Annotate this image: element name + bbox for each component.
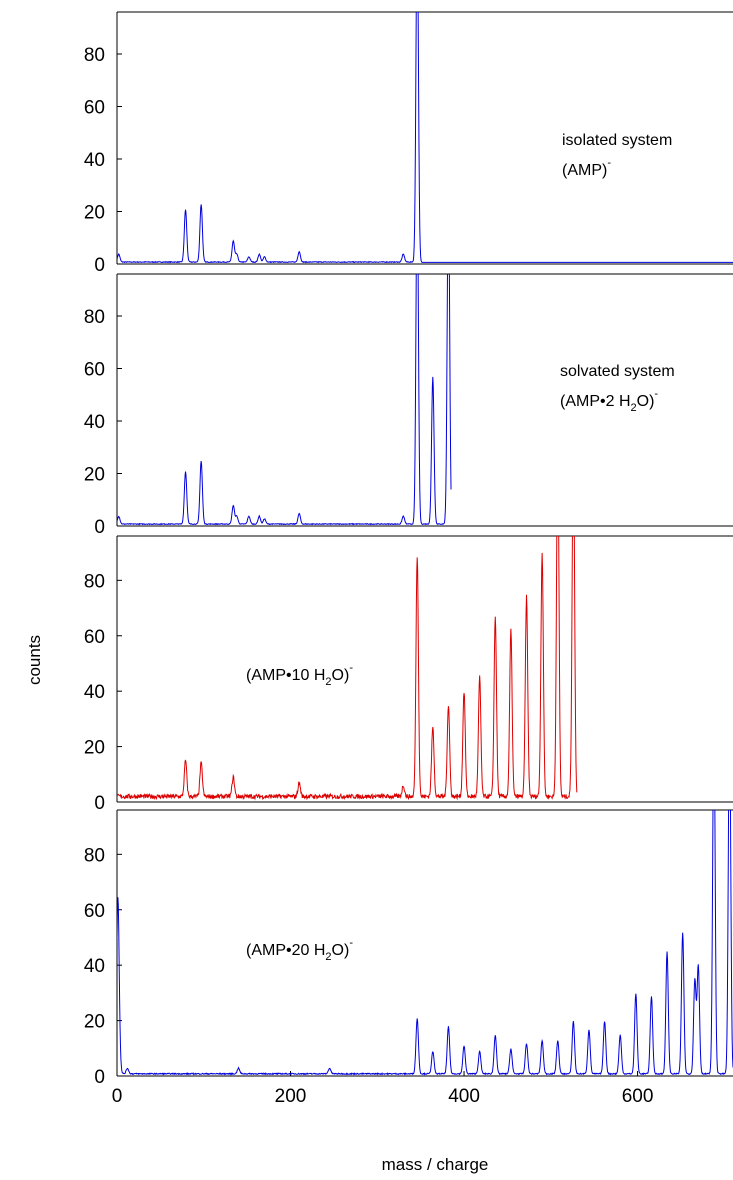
y-tick-label: 0 [94, 793, 105, 814]
spectrum-line-solvated [117, 274, 452, 526]
panel-solvated: 0 20 40 60 80 solvated system (AMP•2 H2O)- [84, 273, 733, 538]
y-tick-label: 20 [84, 1012, 105, 1033]
y-tick-label: 40 [84, 956, 105, 977]
y-tick-label: 0 [94, 1067, 105, 1088]
x-tick-label: 600 [622, 1086, 654, 1107]
y-tick-label: 60 [84, 627, 105, 648]
y-axis-label: counts [25, 635, 44, 685]
x-axis-label: mass / charge [382, 1155, 489, 1174]
annotation-formula: (AMP•20 H2O)- [246, 937, 353, 963]
y-tick-label: 80 [84, 571, 105, 592]
panel-10water: 0 20 40 60 80 (AMP•10 H2O)- [84, 535, 733, 814]
annotation-title: isolated system [562, 132, 672, 149]
y-tick-label: 40 [84, 412, 105, 433]
y-tick-label: 60 [84, 360, 105, 381]
annotation-formula: (AMP•2 H2O)- [560, 388, 658, 414]
panel-20water: 0 20 40 60 80 0 200 400 600 (AMP•20 H2O)- [84, 809, 733, 1107]
y-tick-label: 40 [84, 682, 105, 703]
spectrum-line-20water [117, 810, 733, 1076]
spectrum-line-10water [117, 536, 578, 801]
y-tick-label: 80 [84, 307, 105, 328]
y-tick-label: 0 [94, 517, 105, 538]
panel-isolated: 0 20 40 60 80 isolated system (AMP)- [84, 11, 733, 276]
y-tick-label: 20 [84, 738, 105, 759]
y-tick-label: 80 [84, 845, 105, 866]
annotation-title: solvated system [560, 363, 675, 380]
x-tick-label: 0 [112, 1086, 123, 1107]
x-tick-label: 400 [448, 1086, 480, 1107]
annotation-formula: (AMP•10 H2O)- [246, 662, 353, 688]
annotation-formula: (AMP)- [562, 157, 611, 179]
y-tick-label: 60 [84, 901, 105, 922]
x-tick-label: 200 [275, 1086, 307, 1107]
y-tick-label: 20 [84, 203, 105, 224]
y-tick-label: 60 [84, 98, 105, 119]
y-tick-label: 80 [84, 45, 105, 66]
spectrum-line-isolated [117, 12, 733, 264]
y-tick-label: 20 [84, 465, 105, 486]
y-tick-label: 0 [94, 255, 105, 276]
y-tick-label: 40 [84, 150, 105, 171]
